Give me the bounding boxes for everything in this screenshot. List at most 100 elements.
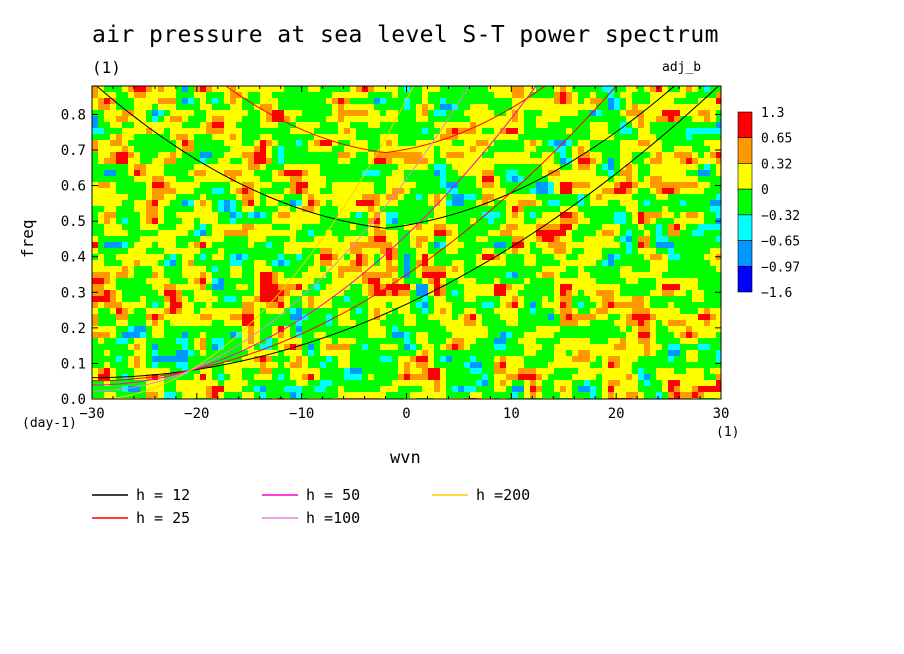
field-cell: [530, 188, 536, 194]
field-cell: [416, 206, 422, 212]
field-cell: [338, 332, 344, 338]
field-cell: [560, 200, 566, 206]
field-cell: [368, 104, 374, 110]
field-cell: [446, 242, 452, 248]
field-cell: [638, 128, 644, 134]
field-cell: [206, 296, 212, 302]
field-cell: [230, 338, 236, 344]
field-cell: [464, 254, 470, 260]
field-cell: [92, 260, 98, 266]
field-cell: [410, 356, 416, 362]
field-cell: [248, 236, 254, 242]
field-cell: [236, 236, 242, 242]
field-cell: [140, 266, 146, 272]
field-cell: [488, 218, 494, 224]
field-cell: [410, 212, 416, 218]
field-cell: [380, 266, 386, 272]
field-cell: [230, 206, 236, 212]
field-cell: [542, 194, 548, 200]
field-cell: [290, 170, 296, 176]
field-cell: [104, 122, 110, 128]
field-cell: [122, 296, 128, 302]
field-cell: [266, 164, 272, 170]
field-cell: [260, 236, 266, 242]
field-cell: [266, 92, 272, 98]
field-cell: [602, 326, 608, 332]
field-cell: [470, 284, 476, 290]
field-cell: [536, 302, 542, 308]
field-cell: [338, 110, 344, 116]
field-cell: [284, 236, 290, 242]
field-cell: [212, 206, 218, 212]
field-cell: [650, 302, 656, 308]
field-cell: [260, 254, 266, 260]
field-cell: [488, 212, 494, 218]
field-cell: [704, 326, 710, 332]
field-cell: [392, 254, 398, 260]
field-cell: [422, 296, 428, 302]
field-cell: [638, 86, 644, 92]
field-cell: [716, 182, 721, 188]
field-cell: [380, 98, 386, 104]
field-cell: [698, 140, 704, 146]
field-cell: [428, 350, 434, 356]
field-cell: [542, 266, 548, 272]
field-cell: [260, 158, 266, 164]
field-cell: [596, 164, 602, 170]
field-cell: [518, 350, 524, 356]
field-cell: [92, 332, 98, 338]
field-cell: [470, 350, 476, 356]
field-cell: [584, 350, 590, 356]
field-cell: [638, 314, 644, 320]
field-cell: [524, 248, 530, 254]
field-cell: [164, 350, 170, 356]
field-cell: [632, 200, 638, 206]
field-cell: [632, 344, 638, 350]
field-cell: [194, 218, 200, 224]
field-cell: [536, 284, 542, 290]
field-cell: [188, 110, 194, 116]
field-cell: [194, 116, 200, 122]
field-cell: [566, 230, 572, 236]
field-cell: [374, 350, 380, 356]
field-cell: [572, 158, 578, 164]
field-cell: [512, 98, 518, 104]
field-cell: [278, 272, 284, 278]
field-cell: [506, 140, 512, 146]
field-cell: [410, 236, 416, 242]
field-cell: [482, 284, 488, 290]
field-cell: [350, 314, 356, 320]
field-cell: [638, 98, 644, 104]
field-cell: [380, 320, 386, 326]
field-cell: [104, 98, 110, 104]
field-cell: [290, 200, 296, 206]
field-cell: [284, 86, 290, 92]
field-cell: [506, 302, 512, 308]
field-cell: [434, 350, 440, 356]
field-cell: [152, 176, 158, 182]
field-cell: [368, 344, 374, 350]
field-cell: [548, 326, 554, 332]
field-cell: [494, 338, 500, 344]
field-cell: [644, 164, 650, 170]
field-cell: [296, 170, 302, 176]
field-cell: [512, 278, 518, 284]
field-cell: [698, 320, 704, 326]
field-cell: [314, 314, 320, 320]
field-cell: [560, 266, 566, 272]
field-cell: [140, 182, 146, 188]
field-cell: [374, 230, 380, 236]
field-cell: [224, 248, 230, 254]
field-cell: [212, 308, 218, 314]
field-cell: [338, 248, 344, 254]
field-cell: [638, 362, 644, 368]
field-cell: [710, 302, 716, 308]
field-cell: [428, 200, 434, 206]
field-cell: [566, 176, 572, 182]
field-cell: [572, 254, 578, 260]
field-cell: [656, 170, 662, 176]
field-cell: [626, 212, 632, 218]
field-cell: [326, 152, 332, 158]
field-cell: [452, 140, 458, 146]
field-cell: [416, 344, 422, 350]
